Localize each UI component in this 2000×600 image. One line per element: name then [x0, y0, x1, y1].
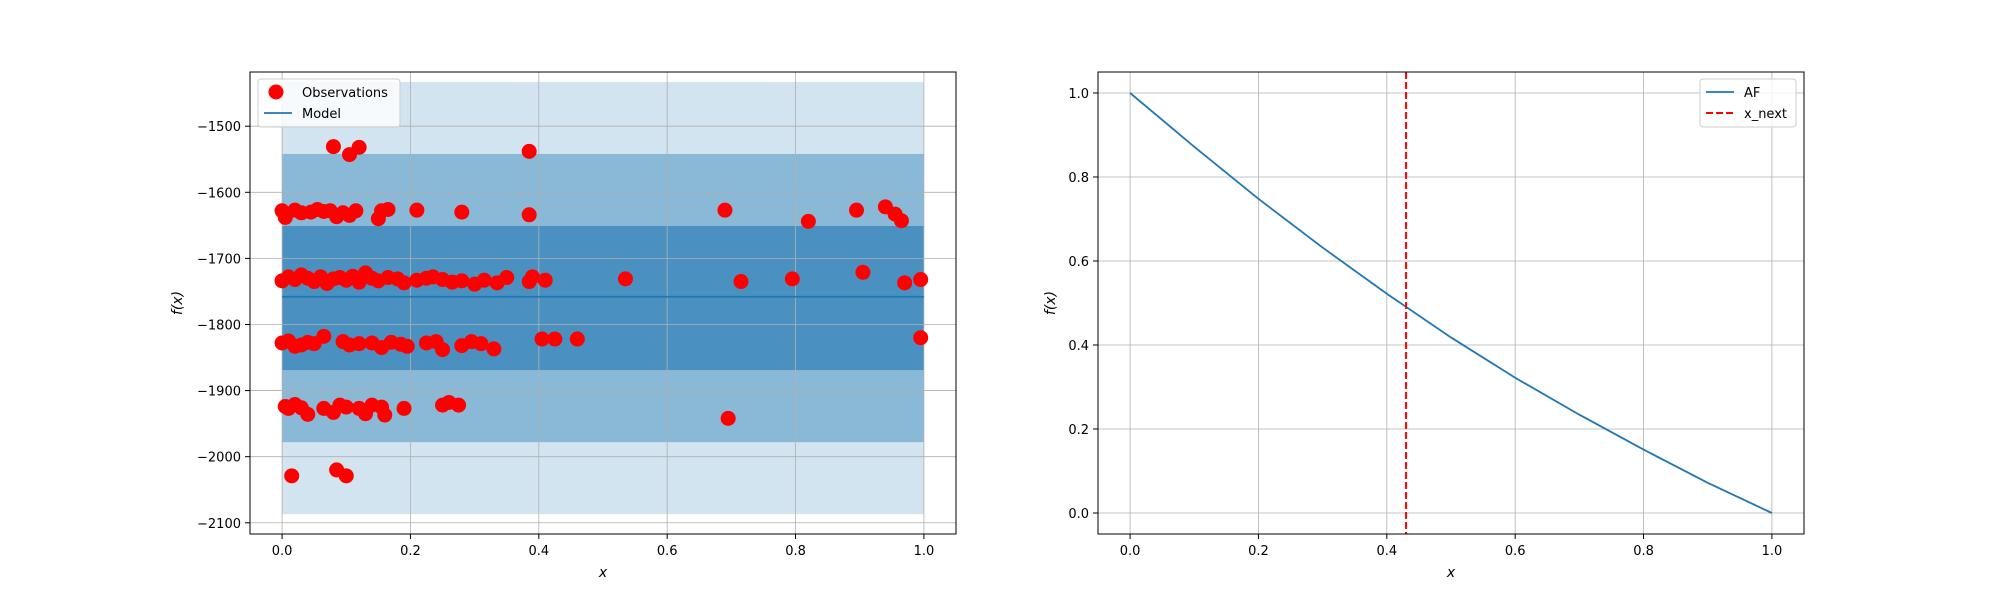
y-tick-label: 0.6	[1068, 255, 1089, 270]
legend-label: Observations	[302, 86, 388, 101]
observation-point	[849, 202, 865, 218]
observation-point	[893, 213, 909, 229]
grid-layer	[1098, 72, 1804, 534]
observation-point	[733, 274, 749, 290]
x-axis-label: x	[598, 565, 608, 581]
x-tick-label: 0.4	[528, 544, 549, 559]
x-axis-label: x	[1446, 565, 1456, 581]
legend-box	[257, 78, 401, 128]
axes-layer: 0.0 0.2 0.4 0.6 0.8 1.0 −1500 −1600 −1700 −1800 −1…	[170, 71, 957, 581]
observation-point	[300, 406, 316, 422]
observation-point	[913, 272, 929, 288]
legend-box	[1699, 78, 1797, 128]
observation-point	[913, 330, 929, 346]
observation-point	[784, 271, 800, 287]
y-tick-label: −2100	[197, 517, 241, 532]
y-tick-label: 0.2	[1068, 423, 1089, 438]
legend: Observations Model	[257, 78, 401, 128]
y-tick-label: −1700	[197, 252, 241, 267]
observations-model-chart: 0.0 0.2 0.4 0.6 0.8 1.0 −1500 −1600 −1700 −1800 −1…	[170, 71, 957, 581]
y-tick-label: −1800	[197, 318, 241, 333]
legend-label: Model	[302, 107, 341, 122]
model-layer	[1129, 72, 1773, 534]
af-line	[1129, 92, 1773, 514]
observation-point	[524, 269, 540, 285]
x-tick-label: 0.4	[1376, 544, 1397, 559]
observation-point	[351, 336, 367, 352]
observation-point	[569, 331, 585, 347]
observation-point	[348, 203, 364, 219]
observation-point	[380, 201, 396, 217]
band-layer	[282, 81, 924, 515]
observation-point	[377, 407, 393, 423]
observation-point	[617, 271, 633, 287]
y-tick-label: −1600	[197, 186, 241, 201]
y-axis-label: f(x)	[170, 291, 186, 315]
observation-point	[338, 468, 354, 484]
x-tick-label: 1.0	[914, 544, 935, 559]
y-tick-label: 0.8	[1068, 171, 1089, 186]
observation-point	[499, 270, 515, 286]
y-tick-label: −1500	[197, 120, 241, 135]
grid-layer	[250, 72, 956, 534]
axes-frame	[249, 71, 957, 535]
observation-point	[476, 272, 492, 288]
x-tick-label: 0.2	[400, 544, 421, 559]
x-tick-label: 0.0	[1120, 544, 1141, 559]
observation-point	[800, 213, 816, 229]
observation-point	[435, 342, 451, 358]
acquisition-function-chart: 0.0 0.2 0.4 0.6 0.8 1.0 0.0 0.2 0.4 0.6 0.8 1.0 x f(x…	[1043, 71, 1805, 581]
x-tick-label: 1.0	[1762, 544, 1783, 559]
x-tick-label: 0.8	[1633, 544, 1654, 559]
x-tick-label: 0.8	[785, 544, 806, 559]
x-tick-label: 0.6	[657, 544, 678, 559]
points-layer	[274, 139, 929, 484]
x-tick-label: 0.6	[1505, 544, 1526, 559]
y-tick-label: −1900	[197, 385, 241, 400]
observation-point	[486, 341, 502, 357]
observation-point	[396, 400, 412, 416]
observation-point	[717, 202, 733, 218]
observation-point	[534, 331, 550, 347]
observation-point	[454, 204, 470, 220]
legend-label: AF	[1744, 86, 1760, 101]
observation-point	[473, 336, 489, 352]
observation-point	[454, 273, 470, 289]
observation-point	[399, 338, 415, 354]
y-tick-label: 0.0	[1068, 507, 1089, 522]
observation-point	[338, 399, 354, 415]
y-axis-label: f(x)	[1043, 291, 1059, 315]
observation-point	[897, 275, 913, 291]
observation-point	[325, 139, 341, 155]
legend-marker-observations	[268, 84, 284, 100]
axes-frame	[1097, 71, 1805, 535]
x-tick-label: 0.2	[1248, 544, 1269, 559]
observation-point	[451, 397, 467, 413]
y-tick-label: −2000	[197, 451, 241, 466]
legend-label: x_next	[1744, 107, 1787, 122]
observation-point	[547, 331, 563, 347]
observation-point	[409, 202, 425, 218]
observation-point	[521, 143, 537, 159]
observation-point	[720, 410, 736, 426]
y-tick-label: 1.0	[1068, 87, 1089, 102]
x-tick-label: 0.0	[272, 544, 293, 559]
observation-point	[284, 468, 300, 484]
observation-point	[855, 264, 871, 280]
legend: AF x_next	[1699, 78, 1797, 128]
observation-point	[521, 207, 537, 223]
observation-point	[396, 275, 412, 291]
y-tick-label: 0.4	[1068, 339, 1089, 354]
observation-point	[351, 139, 367, 155]
axes-layer: 0.0 0.2 0.4 0.6 0.8 1.0 0.0 0.2 0.4 0.6 0.8 1.0 x f(x…	[1043, 71, 1805, 581]
observation-point	[537, 272, 553, 288]
observation-point	[316, 328, 332, 344]
